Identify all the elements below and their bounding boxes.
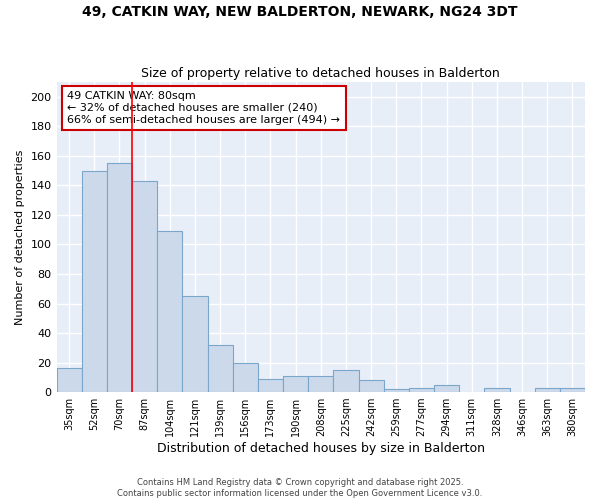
Bar (258, 379, 283, 392)
Bar (182, 296, 208, 392)
Bar (283, 376, 308, 392)
Bar (233, 362, 258, 392)
Bar (359, 380, 383, 392)
Bar (560, 388, 585, 392)
Bar (82, 170, 107, 392)
Bar (308, 376, 334, 392)
Bar (484, 388, 509, 392)
Bar (409, 388, 434, 392)
Bar (334, 370, 359, 392)
Bar (132, 181, 157, 392)
X-axis label: Distribution of detached houses by size in Balderton: Distribution of detached houses by size … (157, 442, 485, 455)
Bar (56, 368, 82, 392)
Text: 49, CATKIN WAY, NEW BALDERTON, NEWARK, NG24 3DT: 49, CATKIN WAY, NEW BALDERTON, NEWARK, N… (82, 5, 518, 19)
Bar (208, 345, 233, 392)
Bar (107, 164, 132, 392)
Y-axis label: Number of detached properties: Number of detached properties (15, 150, 25, 325)
Title: Size of property relative to detached houses in Balderton: Size of property relative to detached ho… (142, 66, 500, 80)
Bar (535, 388, 560, 392)
Text: 49 CATKIN WAY: 80sqm
← 32% of detached houses are smaller (240)
66% of semi-deta: 49 CATKIN WAY: 80sqm ← 32% of detached h… (67, 92, 340, 124)
Bar (157, 231, 182, 392)
Bar (434, 384, 459, 392)
Text: Contains HM Land Registry data © Crown copyright and database right 2025.
Contai: Contains HM Land Registry data © Crown c… (118, 478, 482, 498)
Bar (383, 389, 409, 392)
